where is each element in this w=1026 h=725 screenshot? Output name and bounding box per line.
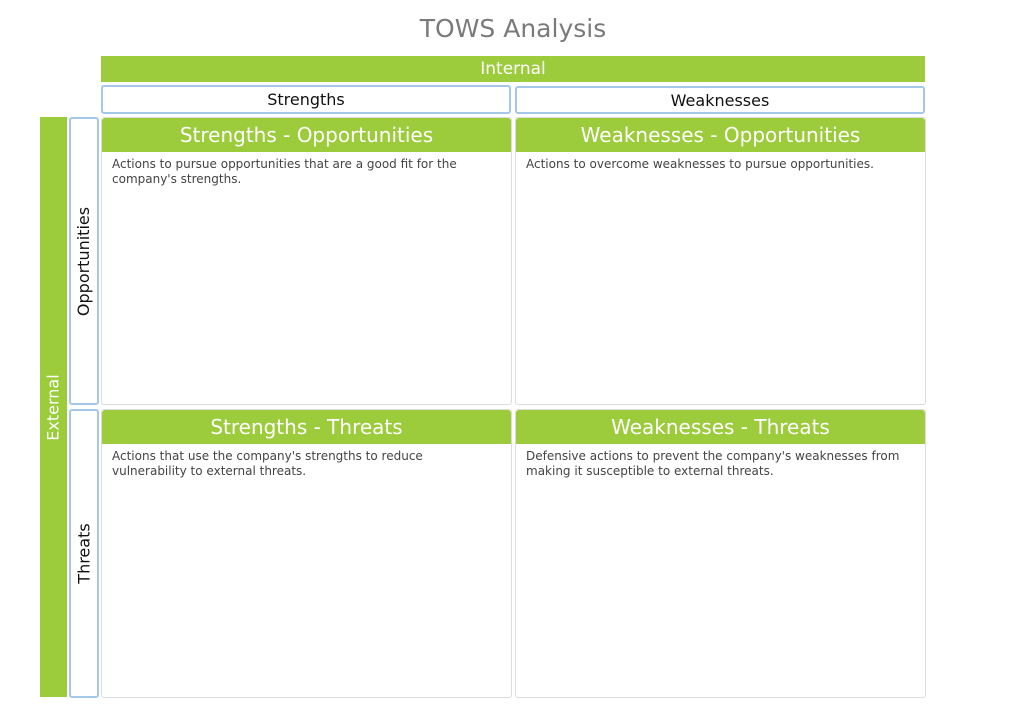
- quadrant-text: Actions to overcome weaknesses to pursue…: [526, 157, 874, 171]
- quadrant-title: Weaknesses - Threats: [516, 410, 925, 444]
- row-label: Threats: [74, 523, 94, 584]
- external-label: External: [44, 373, 64, 441]
- quadrant-st: Strengths - Threats Actions that use the…: [101, 409, 512, 698]
- row-header-threats: Threats: [69, 409, 99, 698]
- quadrant-title: Strengths - Threats: [102, 410, 511, 444]
- row-header-opportunities: Opportunities: [69, 117, 99, 405]
- quadrant-text: Defensive actions to prevent the company…: [526, 449, 900, 478]
- quadrant-text: Actions that use the company's strengths…: [112, 449, 423, 478]
- quadrant-wo: Weaknesses - Opportunities Actions to ov…: [515, 117, 926, 405]
- column-header-strengths: Strengths: [101, 85, 511, 114]
- internal-bar: Internal: [101, 56, 925, 82]
- quadrant-title: Weaknesses - Opportunities: [516, 118, 925, 152]
- external-bar: External: [40, 117, 67, 697]
- quadrant-title: Strengths - Opportunities: [102, 118, 511, 152]
- quadrant-wt: Weaknesses - Threats Defensive actions t…: [515, 409, 926, 698]
- column-header-weaknesses: Weaknesses: [515, 86, 925, 114]
- quadrant-so: Strengths - Opportunities Actions to pur…: [101, 117, 512, 405]
- quadrant-text: Actions to pursue opportunities that are…: [112, 157, 457, 186]
- row-label: Opportunities: [74, 206, 94, 316]
- diagram-title: TOWS Analysis: [419, 14, 607, 43]
